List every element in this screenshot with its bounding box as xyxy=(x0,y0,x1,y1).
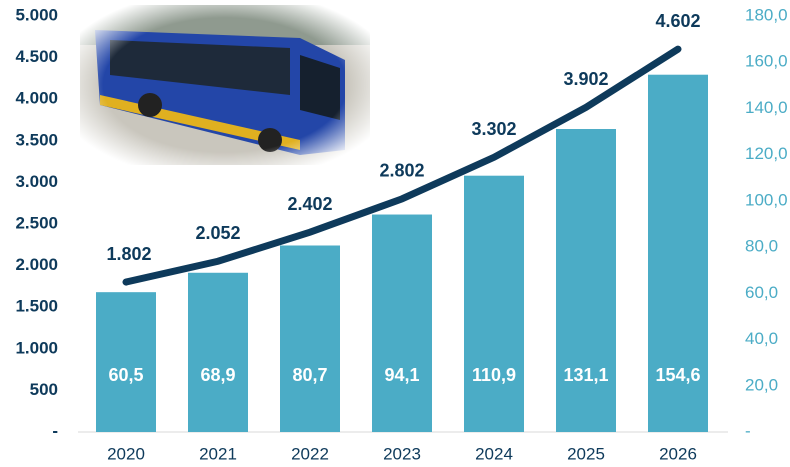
bar-value-label: 154,6 xyxy=(655,365,700,385)
y2-tick-label: 160,0 xyxy=(745,52,788,71)
y-tick-label: 4.000 xyxy=(15,89,58,108)
y2-tick-label: - xyxy=(745,421,751,440)
y-tick-label: - xyxy=(52,421,58,440)
bar xyxy=(556,129,616,432)
y-tick-label: 5.000 xyxy=(15,5,58,24)
y2-tick-label: 140,0 xyxy=(745,98,788,117)
x-tick-label: 2024 xyxy=(475,444,513,463)
x-tick-label: 2025 xyxy=(567,444,605,463)
bar-value-label: 110,9 xyxy=(472,365,516,385)
x-tick-label: 2021 xyxy=(199,444,237,463)
line-value-label: 4.602 xyxy=(655,11,700,31)
y2-tick-label: 60,0 xyxy=(745,283,778,302)
line-value-label: 1.802 xyxy=(106,244,151,264)
line-value-label: 2.402 xyxy=(287,194,332,214)
line-value-label: 3.302 xyxy=(471,119,516,139)
bar xyxy=(280,245,340,432)
line-value-label: 2.802 xyxy=(379,161,424,181)
bar xyxy=(96,292,156,432)
y-tick-label: 1.000 xyxy=(15,338,58,357)
y2-tick-label: 20,0 xyxy=(745,375,778,394)
bar-value-label: 68,9 xyxy=(200,365,235,385)
y2-tick-label: 180,0 xyxy=(745,5,788,24)
y2-tick-label: 100,0 xyxy=(745,190,788,209)
bar-value-label: 94,1 xyxy=(384,365,419,385)
bar xyxy=(372,215,432,432)
y2-tick-label: 40,0 xyxy=(745,329,778,348)
bar-value-label: 60,5 xyxy=(108,365,143,385)
y2-tick-label: 120,0 xyxy=(745,144,788,163)
x-tick-label: 2022 xyxy=(291,444,329,463)
line-value-label: 3.902 xyxy=(563,69,608,89)
y-tick-label: 3.500 xyxy=(15,130,58,149)
y-tick-label: 2.000 xyxy=(15,255,58,274)
y-tick-label: 1.500 xyxy=(15,297,58,316)
x-tick-label: 2026 xyxy=(659,444,697,463)
bar xyxy=(464,176,524,432)
bar-value-label: 131,1 xyxy=(563,365,608,385)
line-value-label: 2.052 xyxy=(195,223,240,243)
y-tick-label: 500 xyxy=(30,380,58,399)
bar xyxy=(188,273,248,432)
x-tick-label: 2023 xyxy=(383,444,421,463)
y-tick-label: 4.500 xyxy=(15,47,58,66)
bar-value-label: 80,7 xyxy=(292,365,327,385)
x-tick-label: 2020 xyxy=(107,444,145,463)
chart: - 500 1.000 1.500 2.000 2.500 3.000 3.500 4.000 4… xyxy=(0,0,790,467)
y-tick-label: 3.000 xyxy=(15,172,58,191)
y-tick-label: 2.500 xyxy=(15,213,58,232)
y2-tick-label: 80,0 xyxy=(745,237,778,256)
bus-photo xyxy=(80,5,370,165)
